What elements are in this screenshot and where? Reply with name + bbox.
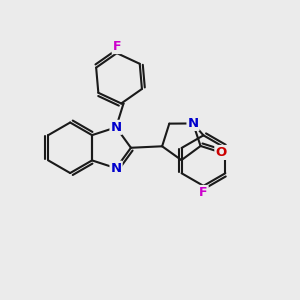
Text: N: N — [110, 121, 122, 134]
Text: F: F — [199, 186, 208, 199]
Text: F: F — [112, 40, 121, 53]
Text: N: N — [188, 117, 199, 130]
Text: N: N — [110, 162, 122, 175]
Text: O: O — [215, 146, 226, 159]
